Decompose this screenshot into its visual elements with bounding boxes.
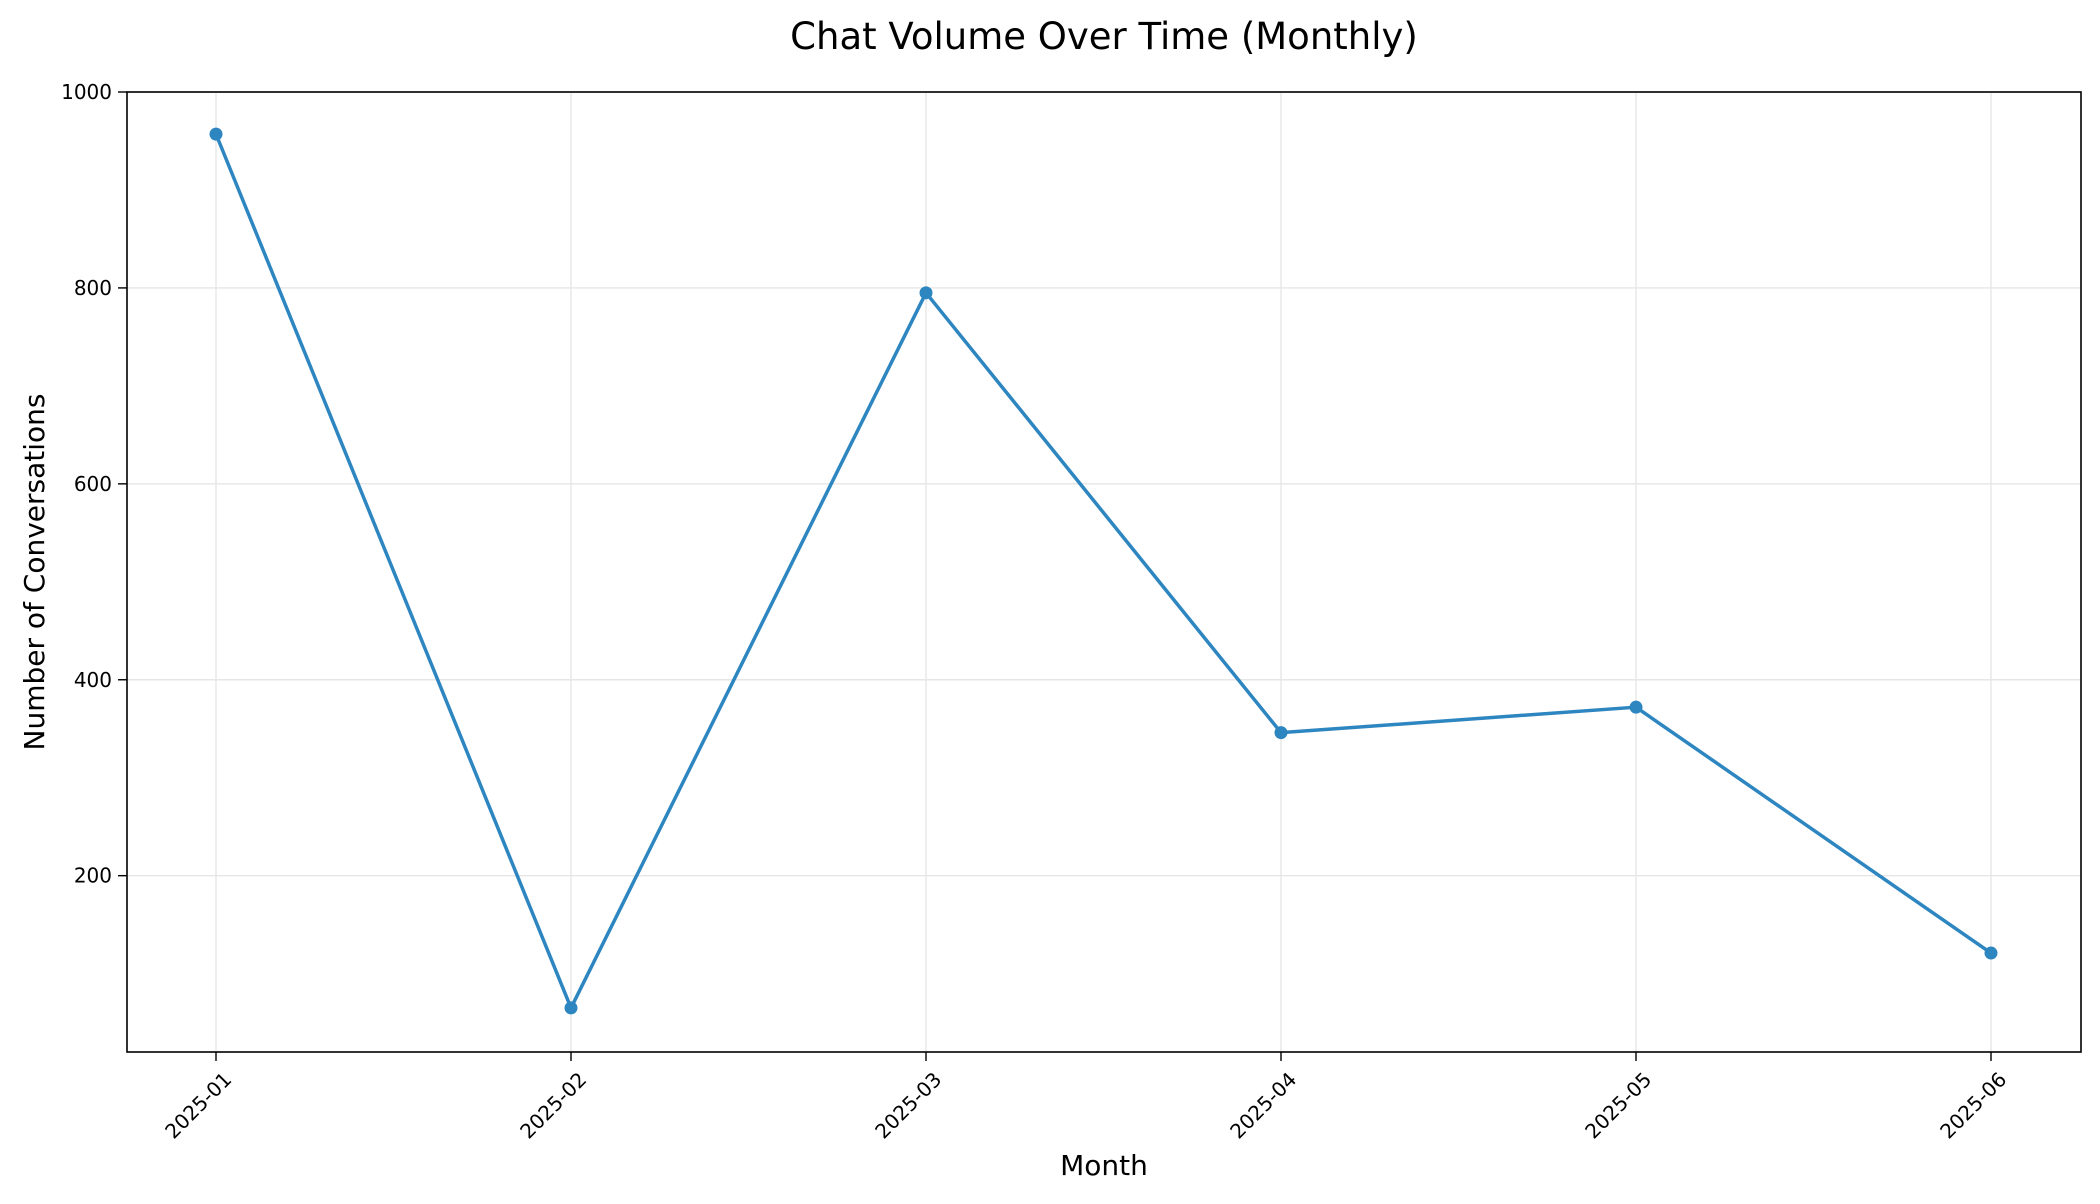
data-point-marker — [1629, 700, 1643, 714]
chart-title: Chat Volume Over Time (Monthly) — [790, 15, 1418, 58]
data-point-marker — [919, 286, 933, 300]
y-tick-label: 800 — [74, 276, 112, 300]
data-point-marker — [1984, 946, 1998, 960]
data-point-marker — [564, 1001, 578, 1015]
y-tick-label: 400 — [74, 668, 112, 692]
y-tick-label: 600 — [74, 472, 112, 496]
x-axis-label: Month — [1060, 1149, 1148, 1182]
plot-area-frame — [126, 91, 2082, 1053]
series-line — [214, 133, 1992, 1010]
y-tick-label: 1000 — [61, 80, 112, 104]
data-point-marker — [1274, 726, 1288, 740]
data-point-marker — [209, 127, 223, 141]
series-layer — [209, 127, 1998, 1015]
y-axis-label: Number of Conversations — [18, 394, 51, 751]
y-tick-label: 200 — [74, 864, 112, 888]
